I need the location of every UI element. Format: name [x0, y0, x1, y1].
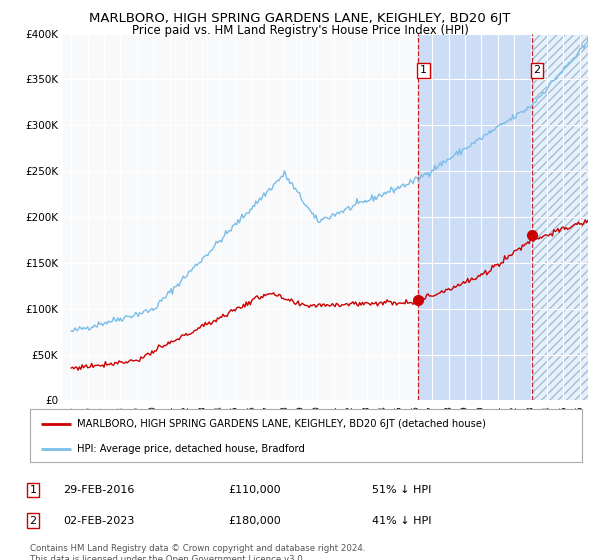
Text: MARLBORO, HIGH SPRING GARDENS LANE, KEIGHLEY, BD20 6JT (detached house): MARLBORO, HIGH SPRING GARDENS LANE, KEIG… — [77, 419, 486, 429]
Text: 1: 1 — [420, 66, 427, 75]
Text: 2: 2 — [29, 516, 37, 526]
Text: MARLBORO, HIGH SPRING GARDENS LANE, KEIGHLEY, BD20 6JT: MARLBORO, HIGH SPRING GARDENS LANE, KEIG… — [89, 12, 511, 25]
Text: Contains HM Land Registry data © Crown copyright and database right 2024.
This d: Contains HM Land Registry data © Crown c… — [30, 544, 365, 560]
Text: 29-FEB-2016: 29-FEB-2016 — [63, 485, 134, 495]
Text: £110,000: £110,000 — [228, 485, 281, 495]
Text: 41% ↓ HPI: 41% ↓ HPI — [372, 516, 431, 526]
Text: 51% ↓ HPI: 51% ↓ HPI — [372, 485, 431, 495]
Bar — [532, 34, 596, 400]
Bar — [532, 34, 596, 400]
Text: 02-FEB-2023: 02-FEB-2023 — [63, 516, 134, 526]
Text: Price paid vs. HM Land Registry's House Price Index (HPI): Price paid vs. HM Land Registry's House … — [131, 24, 469, 37]
Text: 2: 2 — [533, 66, 541, 75]
Text: HPI: Average price, detached house, Bradford: HPI: Average price, detached house, Brad… — [77, 444, 305, 454]
Text: £180,000: £180,000 — [228, 516, 281, 526]
Bar — [418, 34, 532, 400]
Text: 1: 1 — [29, 485, 37, 495]
